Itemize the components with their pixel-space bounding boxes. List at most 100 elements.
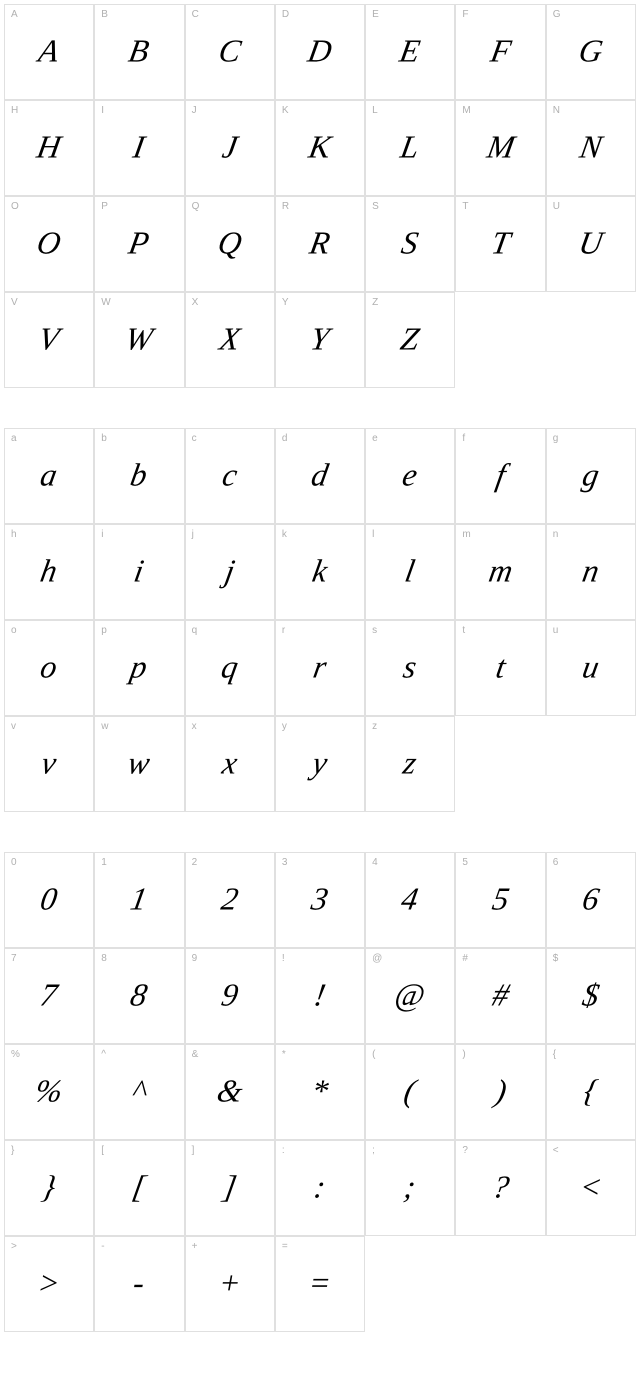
cell-label: f	[462, 433, 465, 444]
cell-label: &	[192, 1049, 199, 1060]
glyph-character: P	[127, 226, 152, 258]
glyph-cell: SS	[365, 196, 455, 292]
empty-cell	[365, 1236, 455, 1332]
cell-label: j	[192, 529, 194, 540]
glyph-character: j	[222, 554, 237, 586]
glyph-cell: ??	[455, 1140, 545, 1236]
glyph-cell: ==	[275, 1236, 365, 1332]
glyph-cell: ZZ	[365, 292, 455, 388]
cell-label: ]	[192, 1145, 195, 1156]
glyph-character: q	[219, 650, 241, 682]
cell-label: r	[282, 625, 285, 636]
glyph-character: I	[131, 130, 147, 162]
glyph-cell: II	[94, 100, 184, 196]
glyph-character: 3	[309, 882, 331, 914]
glyph-cell: xx	[185, 716, 275, 812]
glyph-cell: 22	[185, 852, 275, 948]
glyph-character: {	[582, 1074, 600, 1106]
glyph-cell: jj	[185, 524, 275, 620]
glyph-character: ]	[221, 1170, 239, 1202]
glyph-character: z	[401, 746, 419, 778]
glyph-character: U	[576, 226, 605, 258]
cell-label: I	[101, 105, 104, 116]
glyph-cell: [[	[94, 1140, 184, 1236]
glyph-cell: UU	[546, 196, 636, 292]
glyph-cell: 99	[185, 948, 275, 1044]
cell-label: D	[282, 9, 289, 20]
glyph-cell: AA	[4, 4, 94, 100]
glyph-cell: MM	[455, 100, 545, 196]
cell-label: S	[372, 201, 379, 212]
glyph-character: k	[310, 554, 330, 586]
glyph-character: A	[37, 34, 62, 66]
cell-label: 9	[192, 953, 198, 964]
glyph-cell: 66	[546, 852, 636, 948]
glyph-character: n	[580, 554, 602, 586]
cell-label: R	[282, 201, 289, 212]
glyph-character: 8	[129, 978, 151, 1010]
glyph-cell: uu	[546, 620, 636, 716]
glyph-cell: 00	[4, 852, 94, 948]
empty-cell	[546, 716, 636, 812]
cell-label: <	[553, 1145, 559, 1156]
glyph-cell: %%	[4, 1044, 94, 1140]
glyph-character: @	[393, 978, 428, 1010]
glyph-character: l	[403, 554, 418, 586]
glyph-cell: JJ	[185, 100, 275, 196]
cell-label: 5	[462, 857, 468, 868]
cell-label: (	[372, 1049, 375, 1060]
glyph-character: S	[399, 226, 421, 258]
glyph-character: Z	[399, 322, 422, 354]
glyph-cell: 55	[455, 852, 545, 948]
cell-label: Q	[192, 201, 200, 212]
glyph-character: v	[39, 746, 59, 778]
glyph-cell: ss	[365, 620, 455, 716]
glyph-cell: mm	[455, 524, 545, 620]
glyph-cell: $$	[546, 948, 636, 1044]
glyph-character: (	[402, 1074, 418, 1106]
glyph-cell: EE	[365, 4, 455, 100]
cell-label: O	[11, 201, 19, 212]
glyph-character: *	[309, 1074, 331, 1106]
glyph-character: W	[123, 322, 155, 354]
glyph-character: G	[576, 34, 605, 66]
glyph-cell: **	[275, 1044, 365, 1140]
glyph-character: t	[493, 650, 508, 682]
cell-label: a	[11, 433, 17, 444]
cell-label: B	[101, 9, 108, 20]
glyph-cell: ##	[455, 948, 545, 1044]
cell-label: )	[462, 1049, 465, 1060]
cell-label: J	[192, 105, 197, 116]
cell-label: =	[282, 1241, 288, 1252]
glyph-character: 2	[219, 882, 241, 914]
glyph-cell: pp	[94, 620, 184, 716]
glyph-cell: ++	[185, 1236, 275, 1332]
character-map: AABBCCDDEEFFGGHHIIJJKKLLMMNNOOPPQQRRSSTT…	[4, 4, 636, 1332]
empty-cell	[455, 292, 545, 388]
cell-label: +	[192, 1241, 198, 1252]
glyph-character: 4	[399, 882, 421, 914]
glyph-character: w	[126, 746, 153, 778]
cell-label: W	[101, 297, 110, 308]
glyph-cell: cc	[185, 428, 275, 524]
glyph-character: ?	[490, 1170, 512, 1202]
glyph-cell: --	[94, 1236, 184, 1332]
cell-label: H	[11, 105, 18, 116]
glyph-cell: WW	[94, 292, 184, 388]
glyph-cell: bb	[94, 428, 184, 524]
cell-label: 7	[11, 953, 17, 964]
glyph-cell: DD	[275, 4, 365, 100]
glyph-character: d	[309, 458, 331, 490]
cell-label: n	[553, 529, 559, 540]
glyph-character: f	[493, 458, 508, 490]
glyph-cell: ^^	[94, 1044, 184, 1140]
glyph-cell: KK	[275, 100, 365, 196]
glyph-character: ;	[402, 1170, 418, 1202]
glyph-character: R	[307, 226, 332, 258]
glyph-character: X	[217, 322, 242, 354]
glyph-character: M	[484, 130, 516, 162]
glyph-character: a	[38, 458, 60, 490]
glyph-cell: <<	[546, 1140, 636, 1236]
glyph-cell: LL	[365, 100, 455, 196]
glyph-cell: &&	[185, 1044, 275, 1140]
